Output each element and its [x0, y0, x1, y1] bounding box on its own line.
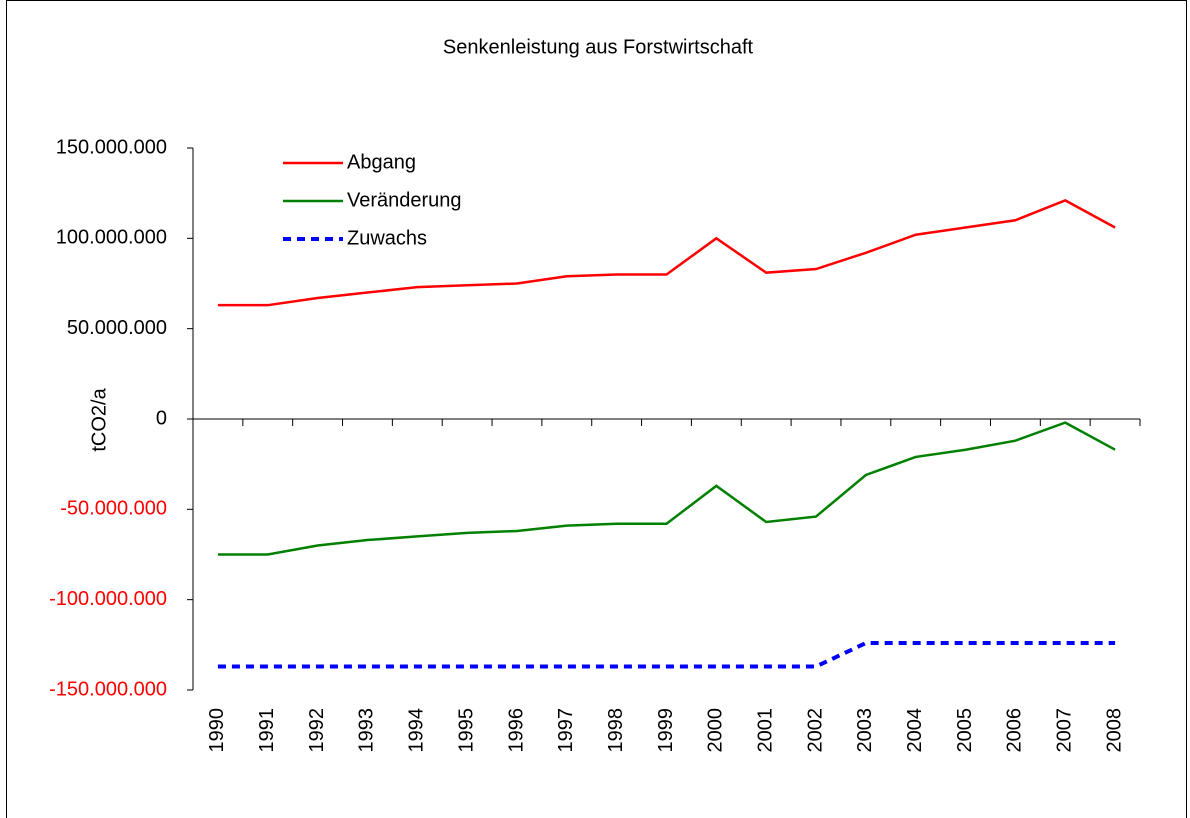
y-tick-label: -100.000.000 — [49, 588, 167, 610]
x-tick-label: 2000 — [705, 708, 727, 753]
x-tick-label: 2006 — [1004, 708, 1026, 753]
x-tick-label: 2004 — [904, 708, 926, 753]
x-tick-label: 2001 — [754, 708, 776, 753]
x-tick-label: 1998 — [605, 708, 627, 753]
y-tick-label: 0 — [156, 407, 167, 429]
chart-title: Senkenleistung aus Forstwirtschaft — [443, 36, 754, 58]
y-tick-label: -150.000.000 — [49, 678, 167, 700]
x-tick-label: 1993 — [356, 708, 378, 753]
series-line — [217, 641, 1116, 669]
x-tick-label: 1992 — [306, 708, 328, 753]
x-tick-label: 1999 — [655, 708, 677, 753]
chart-border — [6, 0, 1187, 818]
x-tick-label: 2002 — [804, 708, 826, 753]
x-tick-label: 1995 — [455, 708, 477, 753]
x-tick-label: 1997 — [555, 708, 577, 753]
legend-label: Veränderung — [347, 189, 462, 211]
y-tick-label: 150.000.000 — [56, 136, 167, 158]
series-line — [217, 421, 1116, 556]
x-tick-label: 2007 — [1054, 708, 1076, 753]
y-tick-label: 50.000.000 — [67, 317, 167, 339]
y-axis-label: tCO2/a — [88, 387, 110, 451]
x-tick-label: 1994 — [406, 708, 428, 753]
x-tick-label: 1991 — [256, 708, 278, 753]
x-tick-label: 1990 — [206, 708, 228, 753]
x-tick-label: 2003 — [854, 708, 876, 753]
x-tick-label: 1996 — [505, 708, 527, 753]
x-tick-label: 2005 — [954, 708, 976, 753]
legend-label: Zuwachs — [347, 227, 427, 249]
legend-label: Abgang — [347, 151, 416, 173]
x-tick-label: 2008 — [1103, 708, 1125, 753]
series-line — [217, 199, 1116, 307]
y-tick-label: 100.000.000 — [56, 227, 167, 249]
y-tick-label: -50.000.000 — [60, 498, 167, 520]
